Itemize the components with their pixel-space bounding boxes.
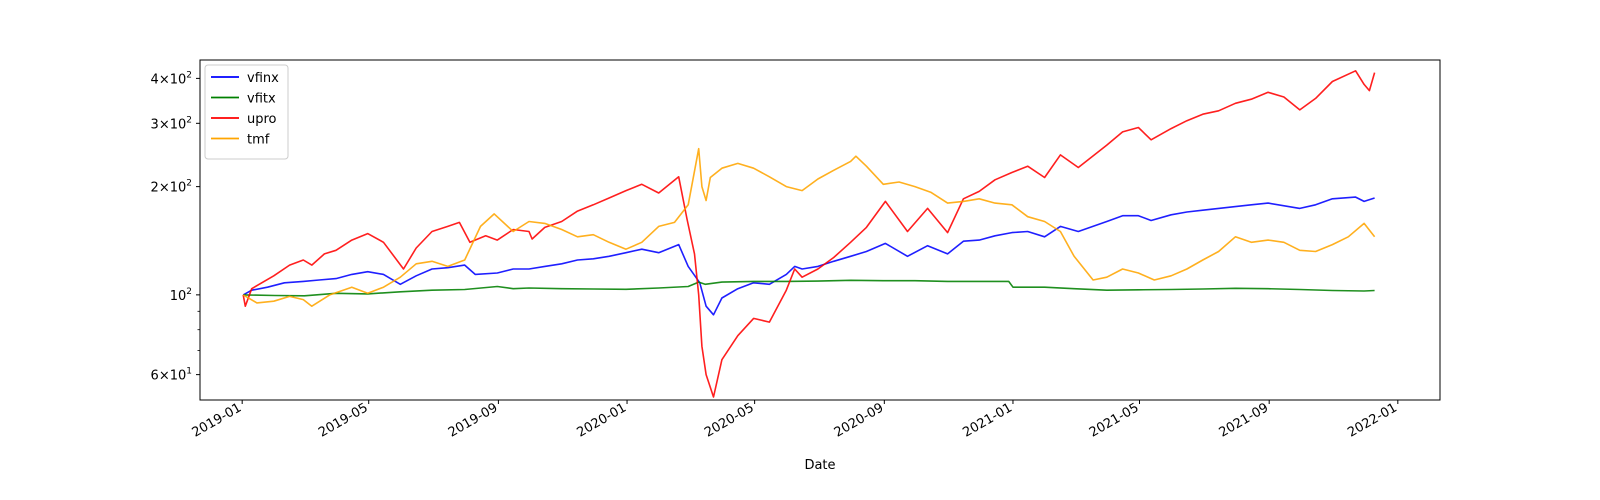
series-line-vfitx: [243, 279, 1375, 297]
legend-label-tmf: tmf: [247, 133, 270, 148]
x-tick-label: 2020-01: [574, 400, 629, 440]
y-tick-label: 6×101: [151, 367, 192, 384]
x-tick-label: 2020-05: [702, 400, 757, 440]
legend-box: [204, 64, 289, 160]
plot-frame: [199, 59, 1441, 401]
series-line-upro: [242, 70, 1376, 398]
y-axis: 6×101 102 2×102 3×102 4×102: [151, 70, 200, 384]
series-line-vfinx: [242, 196, 1375, 316]
legend-label-vfinx: vfinx: [247, 71, 279, 86]
x-axis: 2019-01 2019-05 2019-09 2020-01 2020-05 2020-…: [190, 400, 1400, 441]
x-tick-label: 2021-01: [960, 400, 1015, 440]
x-tick-label: 2022-01: [1345, 400, 1400, 440]
legend-label-upro: upro: [247, 112, 277, 127]
legend: vfinx vfitx upro tmf: [204, 64, 289, 160]
y-tick-label: 102: [170, 287, 192, 304]
x-tick-label: 2020-09: [832, 400, 887, 440]
x-tick-label: 2019-09: [446, 400, 501, 440]
x-tick-label: 2019-01: [190, 400, 245, 440]
x-axis-title: Date: [804, 458, 835, 473]
series-line-tmf: [242, 147, 1376, 308]
y-tick-label: 4×102: [151, 70, 192, 87]
y-tick-label: 2×102: [151, 179, 192, 196]
x-tick-label: 2021-05: [1087, 400, 1142, 440]
series-layer: [242, 70, 1376, 398]
x-tick-label: 2019-05: [316, 400, 371, 440]
y-tick-label: 3×102: [151, 115, 192, 132]
legend-label-vfitx: vfitx: [247, 92, 276, 107]
x-tick-label: 2021-09: [1217, 400, 1272, 440]
